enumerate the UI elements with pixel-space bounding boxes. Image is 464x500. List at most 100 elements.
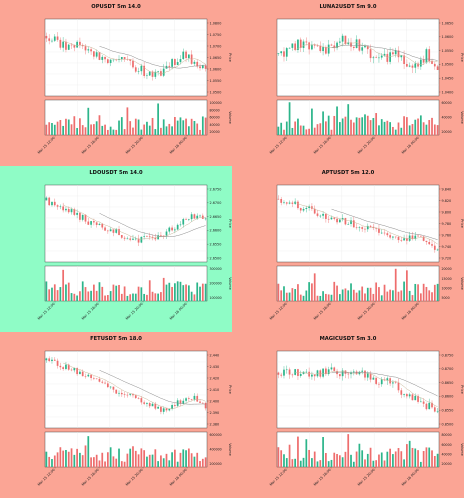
price-tick-label: 0.8750 [442, 353, 454, 357]
candle-body [433, 407, 436, 412]
candle-body [134, 238, 137, 240]
volume-bar [199, 286, 201, 301]
time-tick-label: Mar 15 20:00 [357, 136, 376, 155]
volume-bar [93, 124, 95, 135]
candle-body [436, 249, 439, 251]
candle-body [316, 370, 319, 377]
candle-body [392, 236, 394, 238]
moving-average-line [295, 42, 438, 66]
volume-axis-label: Volume [460, 111, 464, 124]
volume-bar [87, 107, 90, 135]
price-tick-label: 2.400 [210, 399, 220, 403]
candle-body [338, 219, 341, 223]
volume-bar [358, 290, 361, 301]
candle-body [154, 237, 157, 240]
time-tick-label: Mar 15 16:00 [81, 468, 100, 487]
volume-tick-label: 100000 [210, 101, 222, 105]
candle-body [330, 367, 333, 370]
candle-body [51, 201, 53, 206]
price-tick-label: 0.8550 [442, 409, 454, 413]
candle-body [123, 394, 126, 395]
volume-bar [51, 459, 53, 467]
candle-body [288, 202, 291, 204]
candle-body [411, 235, 414, 239]
volume-bar [193, 294, 196, 301]
volume-tick-label: 200000 [210, 462, 222, 466]
volume-tick-label: 10000 [442, 287, 452, 291]
volume-bar [179, 452, 182, 467]
price-axis-label: Price [228, 219, 232, 229]
volume-bar [411, 447, 414, 467]
candle-body [48, 358, 51, 362]
candle-body [299, 39, 302, 48]
volume-bar [154, 449, 157, 467]
candle-body [341, 218, 344, 220]
chart-panel-4: APTUSDT 5m 12.0 9.840 9.820 9.800 9.780 9.760… [232, 166, 464, 332]
volume-bar [361, 286, 364, 301]
volume-bar [187, 448, 190, 467]
candle-body [277, 372, 280, 375]
volume-tick-label: 60000 [442, 101, 452, 105]
volume-bar [414, 119, 417, 135]
candle-body [132, 60, 134, 68]
volume-bar [146, 121, 148, 135]
volume-bar [59, 447, 62, 467]
candle-body [62, 206, 65, 211]
volume-bar [408, 440, 411, 467]
candle-body [182, 400, 185, 404]
candle-body [193, 214, 196, 219]
volume-bar [311, 283, 313, 301]
volume-bar [428, 120, 431, 135]
candle-body [196, 215, 199, 219]
volume-bar [79, 291, 81, 301]
volume-bar [165, 453, 168, 467]
volume-bar [280, 290, 283, 301]
candle-body [294, 201, 297, 204]
volume-bar [171, 126, 173, 135]
time-tick-label: Mar 16 00:00 [169, 302, 188, 321]
candle-body [302, 41, 305, 48]
volume-bar [344, 288, 347, 301]
volume-bar [366, 453, 369, 467]
candle-body [358, 371, 361, 375]
candle-body [81, 371, 84, 377]
candle-body [299, 373, 302, 376]
time-tick-label: Mar 15 16:00 [81, 302, 100, 321]
candle-body [417, 235, 419, 237]
volume-bar [322, 291, 324, 301]
candle-body [137, 238, 140, 243]
candle-body [87, 374, 90, 377]
volume-bar [425, 286, 428, 301]
candle-body [109, 386, 112, 388]
candle-body [297, 39, 299, 51]
volume-bar [106, 295, 109, 301]
volume-tick-label: 100000 [210, 296, 222, 300]
candle-body [65, 41, 67, 50]
volume-tick-label: 5000 [442, 296, 450, 300]
candle-body [101, 381, 104, 383]
volume-bar [176, 461, 179, 467]
candle-body [120, 392, 123, 395]
candle-body [174, 229, 176, 231]
time-tick-label: Mar 15 20:00 [125, 468, 144, 487]
chart-panel-3: LDOUSDT 5m 14.0 2.6750 2.6700 2.6650 2.6600 2… [0, 166, 232, 332]
volume-bar [53, 284, 56, 301]
candle-body [285, 369, 288, 371]
candle-body [425, 240, 428, 243]
volume-bar [51, 123, 53, 135]
volume-bar [87, 291, 90, 301]
candle-body [126, 238, 129, 240]
candle-body [347, 42, 350, 45]
candle-body [104, 227, 106, 231]
candle-body [90, 221, 92, 225]
time-tick-label: Mar 15 16:00 [313, 468, 332, 487]
volume-bar [165, 284, 168, 301]
candle-body [132, 393, 134, 396]
volume-bar [408, 125, 411, 135]
volume-bar [196, 452, 199, 467]
price-tick-label: 2.6700 [210, 201, 222, 205]
chart-title: OPUSDT 5m 14.0 [91, 4, 141, 10]
candle-body [325, 47, 327, 54]
price-tick-label: 2.6650 [210, 215, 222, 219]
volume-bar [90, 457, 92, 467]
